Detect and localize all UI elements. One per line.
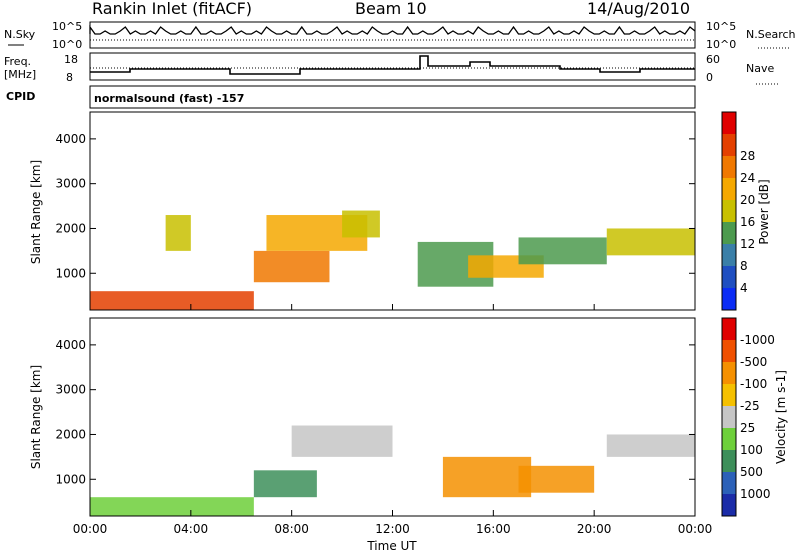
velocity-colorbar-label: Velocity [m s-1]	[774, 370, 788, 464]
nsky-tick-top: 10^5	[52, 20, 82, 33]
x-tick-label-1: 04:00	[174, 522, 209, 536]
power-region-7	[518, 237, 607, 265]
power-colorbar-tick-2: 12	[740, 237, 755, 251]
velocity-ytick-label-3: 4000	[55, 338, 86, 352]
freq-trace	[90, 55, 695, 75]
velocity-colorbar-tick-4: -25	[740, 399, 760, 413]
freq-label: Freq.	[4, 55, 31, 68]
nsearch-label: N.Search	[746, 28, 796, 41]
nsky-label: N.Sky	[4, 28, 36, 41]
power-colorbar-tick-3: 16	[740, 215, 755, 229]
velocity-colorbar-swatch-7	[722, 340, 736, 362]
velocity-ylabel: Slant Range [km]	[29, 365, 43, 469]
velocity-colorbar-tick-7: -1000	[740, 333, 775, 347]
power-frame	[89, 111, 696, 311]
velocity-colorbar-swatch-1	[722, 472, 736, 494]
power-ytick-label-3: 4000	[55, 132, 86, 146]
power-colorbar-swatch-7	[722, 134, 736, 156]
x-tick-label-3: 12:00	[375, 522, 410, 536]
nave-label: Nave	[746, 62, 774, 75]
power-panel: 1000 2000 3000 4000 Slant Range [km]	[29, 111, 696, 311]
x-tick-label-4: 16:00	[476, 522, 511, 536]
velocity-colorbar-tick-3: 25	[740, 421, 755, 435]
velocity-colorbar-swatch-6	[722, 362, 736, 384]
power-colorbar-swatch-2	[722, 244, 736, 266]
velocity-region-3	[442, 456, 532, 498]
velocity-colorbar-tick-5: -100	[740, 377, 767, 391]
nave-tick-bottom: 0	[706, 71, 713, 84]
velocity-colorbar-tick-0: 1000	[740, 487, 771, 501]
velocity-colorbar-tick-2: 100	[740, 443, 763, 457]
power-region-1	[165, 215, 191, 251]
freq-frame	[89, 52, 696, 81]
velocity-colorbar-swatch-5	[722, 384, 736, 406]
x-tick-label-6: 00:00	[678, 522, 713, 536]
power-ytick-label-1: 2000	[55, 221, 86, 235]
velocity-colorbar: 1000 500 100 25 -25 -100 -500 -1000	[721, 317, 775, 517]
velocity-ytick-label-2: 3000	[55, 383, 86, 397]
velocity-colorbar-swatch-8	[722, 318, 736, 340]
velocity-colorbar-tick-1: 500	[740, 465, 763, 479]
velocity-colorbar-swatch-2	[722, 450, 736, 472]
velocity-ytick-label-1: 2000	[55, 427, 86, 441]
velocity-panel: 1000 2000 3000 4000 Slant Range [km]	[29, 317, 696, 517]
cpid-label: CPID	[6, 90, 35, 103]
x-tick-label-5: 20:00	[577, 522, 612, 536]
x-tick-label-0: 00:00	[73, 522, 108, 536]
power-region-8	[606, 228, 695, 256]
velocity-region-4	[518, 465, 595, 493]
power-colorbar-tick-5: 24	[740, 171, 755, 185]
power-region-4	[342, 210, 380, 238]
cpid-frame	[89, 85, 696, 109]
velocity-ytick-label-0: 1000	[55, 472, 86, 486]
power-colorbar-swatch-0	[722, 288, 736, 310]
power-colorbar: 4 8 12 16 20 24 28	[721, 111, 755, 311]
power-colorbar-swatch-8	[722, 112, 736, 134]
power-colorbar-tick-1: 8	[740, 259, 748, 273]
nave-tick-top: 60	[706, 53, 720, 66]
power-ylabel: Slant Range [km]	[29, 160, 43, 264]
velocity-colorbar-tick-6: -500	[740, 355, 767, 369]
velocity-region-1	[253, 470, 317, 498]
velocity-colorbar-swatch-0	[722, 494, 736, 516]
nsearch-tick-top: 10^5	[706, 20, 736, 33]
velocity-region-5	[606, 434, 695, 457]
power-ytick-label-2: 3000	[55, 177, 86, 191]
freq-tick-top: 18	[64, 53, 78, 66]
velocity-region-2	[291, 425, 393, 457]
power-colorbar-label: Power [dB]	[757, 179, 771, 244]
power-region-2	[253, 250, 330, 283]
nsky-trace	[89, 24, 696, 35]
cpid-value: normalsound (fast) -157	[94, 92, 244, 105]
velocity-frame	[89, 317, 696, 517]
velocity-colorbar-swatch-3	[722, 428, 736, 450]
power-colorbar-swatch-3	[722, 222, 736, 244]
velocity-colorbar-swatch-4	[722, 406, 736, 428]
freq-unit: [MHz]	[4, 68, 36, 81]
nsky-tick-bottom: 10^0	[52, 38, 82, 51]
power-colorbar-swatch-6	[722, 156, 736, 178]
nsky-frame	[89, 21, 696, 49]
beam-label: Beam 10	[355, 0, 427, 18]
power-colorbar-tick-4: 20	[740, 193, 755, 207]
nsearch-tick-bottom: 10^0	[706, 38, 736, 51]
power-colorbar-swatch-5	[722, 178, 736, 200]
power-colorbar-tick-0: 4	[740, 281, 748, 295]
nsky-strip: N.Sky 10^5 10^0 10^5 10^0 N.Search	[4, 20, 796, 51]
power-region-0	[90, 291, 254, 310]
x-tick-label-2: 08:00	[274, 522, 309, 536]
power-ytick-label-0: 1000	[55, 266, 86, 280]
power-colorbar-swatch-4	[722, 200, 736, 222]
freq-tick-bottom: 8	[66, 71, 73, 84]
x-axis-label: Time UT	[366, 539, 417, 553]
freq-strip: Freq. [MHz] 18 8 60 0 Nave	[4, 52, 780, 85]
date-label: 14/Aug/2010	[587, 0, 690, 18]
station-title: Rankin Inlet (fitACF)	[92, 0, 252, 18]
velocity-region-0	[90, 497, 254, 516]
power-colorbar-swatch-1	[722, 266, 736, 288]
power-colorbar-tick-6: 28	[740, 149, 755, 163]
